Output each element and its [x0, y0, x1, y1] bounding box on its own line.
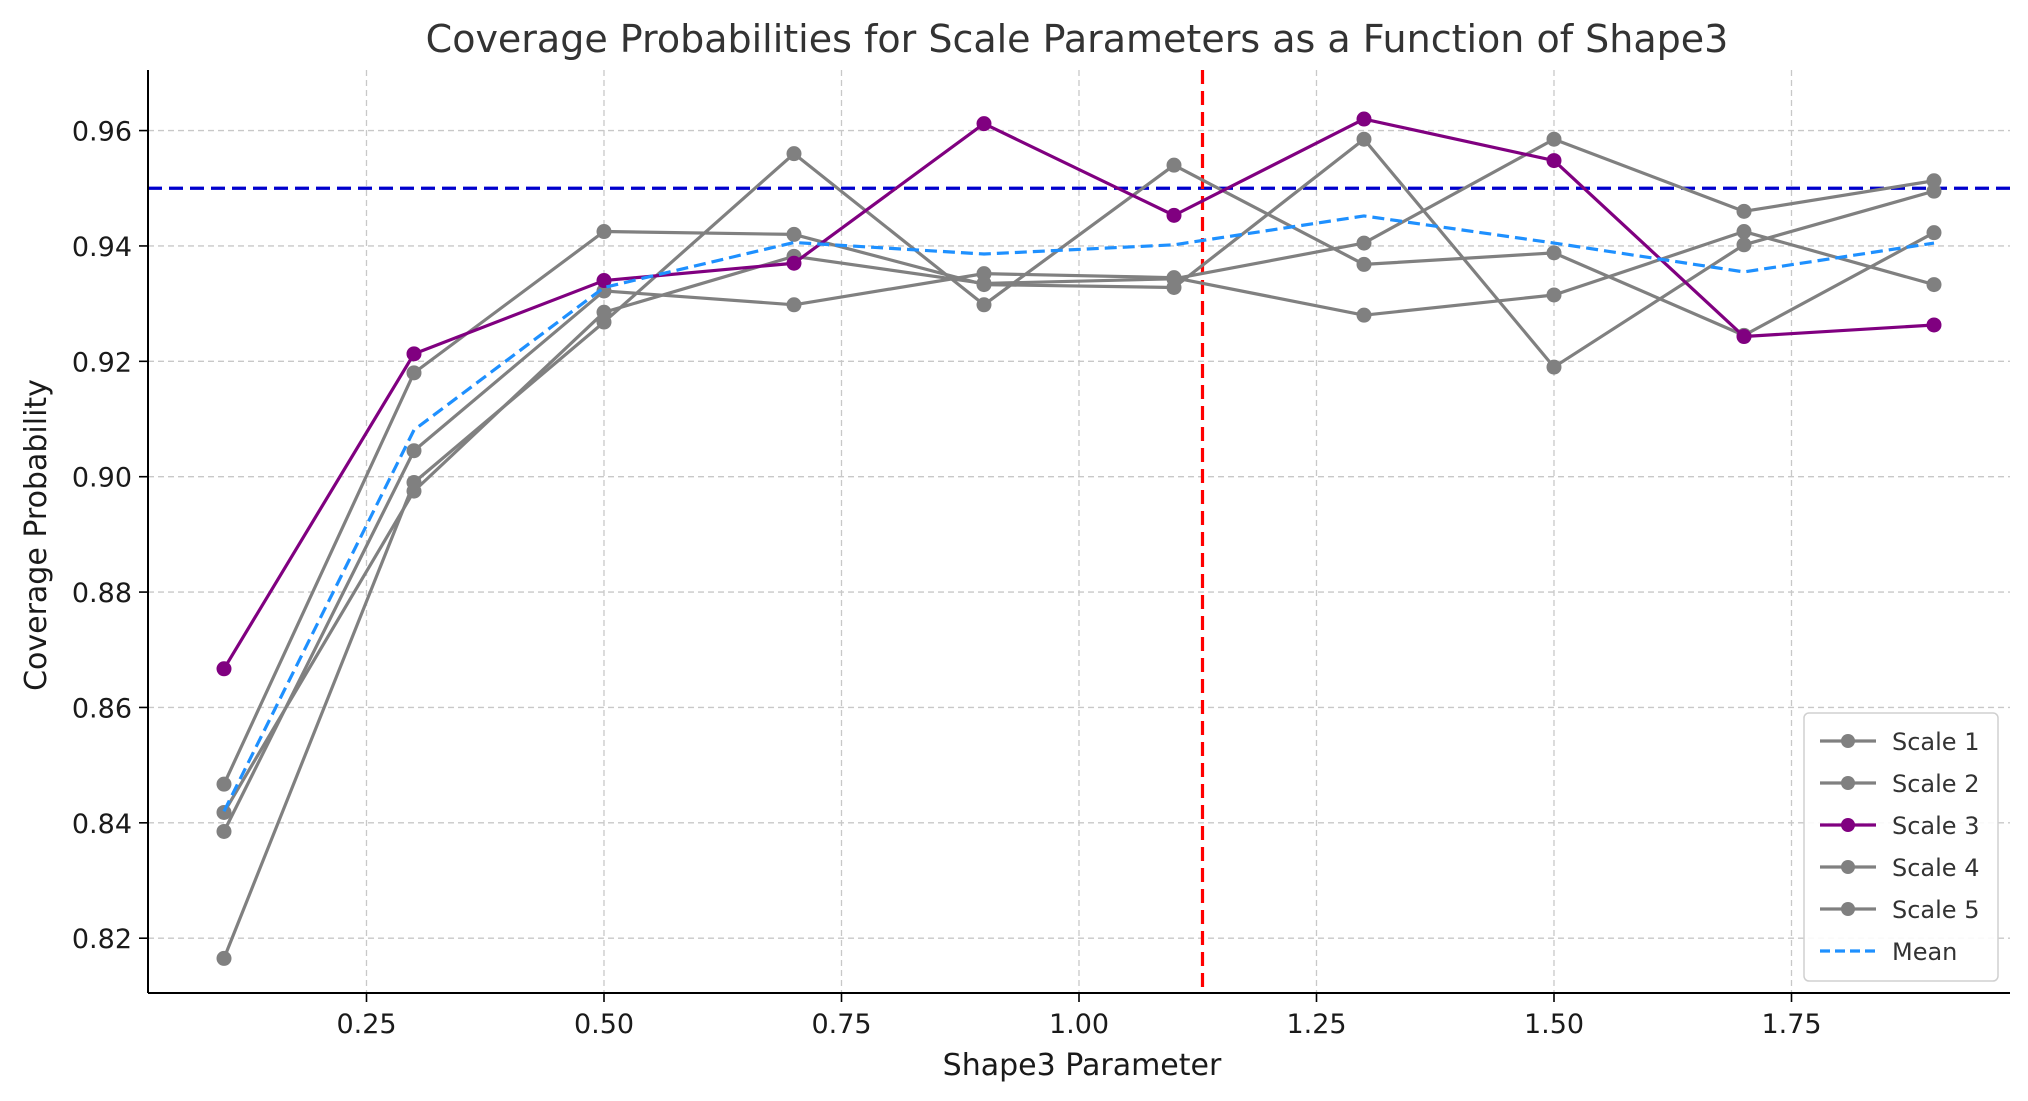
y-tick-label: 0.82: [72, 924, 132, 955]
data-point: [406, 346, 422, 362]
data-point: [976, 275, 992, 291]
data-point: [1926, 183, 1942, 199]
data-point: [1546, 359, 1562, 375]
legend-marker: [1841, 776, 1855, 790]
legend-marker: [1841, 734, 1855, 748]
x-tick-label: 0.50: [574, 1009, 634, 1040]
x-tick-label: 1.00: [1049, 1009, 1109, 1040]
data-point: [406, 483, 422, 499]
data-point: [1926, 173, 1942, 189]
series-line: [222, 229, 1935, 833]
data-point: [786, 146, 802, 162]
y-tick-label: 0.86: [72, 693, 132, 724]
legend-item: Scale 4: [1820, 854, 1979, 882]
legend-label: Scale 2: [1892, 770, 1979, 798]
data-point: [216, 776, 232, 792]
data-point: [596, 224, 612, 240]
x-axis-label: Shape3 Parameter: [943, 1048, 1222, 1083]
data-point: [1546, 245, 1562, 261]
legend-item: Scale 1: [1820, 728, 1979, 756]
data-point: [216, 661, 232, 677]
data-point: [596, 273, 612, 289]
data-point: [1356, 111, 1372, 127]
data-point: [1736, 237, 1752, 253]
x-tick-label: 1.50: [1524, 1009, 1584, 1040]
x-tick-label: 0.25: [336, 1009, 396, 1040]
legend: Scale 1 Scale 2 Scale 3 Scale 4 Scale 5 Mean: [1803, 712, 1999, 982]
x-tick-label: 1.25: [1286, 1009, 1346, 1040]
series-lines: [216, 111, 1942, 966]
data-point: [1736, 329, 1752, 345]
grid: [148, 70, 2010, 993]
legend-marker: [1841, 860, 1855, 874]
legend-marker: [1841, 818, 1855, 832]
x-tick-label: 0.75: [811, 1009, 871, 1040]
data-point: [786, 255, 802, 271]
data-point: [1546, 153, 1562, 169]
data-point: [1356, 131, 1372, 147]
data-point: [1546, 287, 1562, 303]
data-point: [1926, 225, 1942, 241]
legend-marker: [1841, 902, 1855, 916]
series-line: [222, 137, 1935, 785]
data-point: [406, 365, 422, 381]
y-tick-label: 0.92: [72, 347, 132, 378]
legend-item: Scale 5: [1820, 896, 1979, 924]
series-line: [222, 117, 1935, 670]
series-line: [222, 214, 1935, 812]
data-point: [1356, 235, 1372, 251]
data-point: [976, 116, 992, 132]
data-point: [1356, 307, 1372, 323]
legend-label: Scale 5: [1892, 896, 1979, 924]
axes: 0.25 0.50 0.75 1.00 1.25 1.50 1.75 0.82 0.84 0.86…: [72, 70, 2010, 1040]
data-point: [1926, 317, 1942, 333]
data-point: [786, 226, 802, 242]
data-point: [1926, 277, 1942, 293]
data-point: [786, 297, 802, 313]
y-tick-label: 0.84: [72, 809, 132, 840]
series-scale-3: [216, 111, 1942, 677]
y-axis-label: Coverage Probability: [19, 379, 54, 691]
chart-title: Coverage Probabilities for Scale Paramet…: [426, 17, 1729, 61]
y-tick-label: 0.90: [72, 463, 132, 494]
data-point: [216, 823, 232, 839]
x-tick-label: 1.75: [1761, 1009, 1821, 1040]
data-point: [1166, 271, 1182, 287]
data-point: [1736, 203, 1752, 219]
legend-label: Scale 3: [1892, 812, 1979, 840]
legend-label: Mean: [1892, 938, 1957, 966]
legend-item: Mean: [1820, 938, 1957, 966]
reference-lines: [148, 70, 2010, 993]
y-tick-label: 0.96: [72, 117, 132, 148]
data-point: [216, 950, 232, 966]
data-point: [1736, 224, 1752, 240]
y-tick-label: 0.94: [72, 232, 132, 263]
series-line: [222, 137, 1935, 814]
data-point: [1166, 157, 1182, 173]
series-mean: [222, 214, 1935, 812]
legend-label: Scale 1: [1892, 728, 1979, 756]
legend-item: Scale 3: [1820, 812, 1979, 840]
data-point: [1546, 131, 1562, 147]
series-scale-5: [216, 131, 1942, 820]
data-point: [596, 304, 612, 320]
data-point: [976, 297, 992, 313]
data-point: [406, 443, 422, 459]
data-point: [1356, 256, 1372, 272]
legend-item: Scale 2: [1820, 770, 1979, 798]
y-tick-label: 0.88: [72, 578, 132, 609]
data-point: [1166, 207, 1182, 223]
data-point: [216, 804, 232, 820]
legend-label: Scale 4: [1892, 854, 1979, 882]
